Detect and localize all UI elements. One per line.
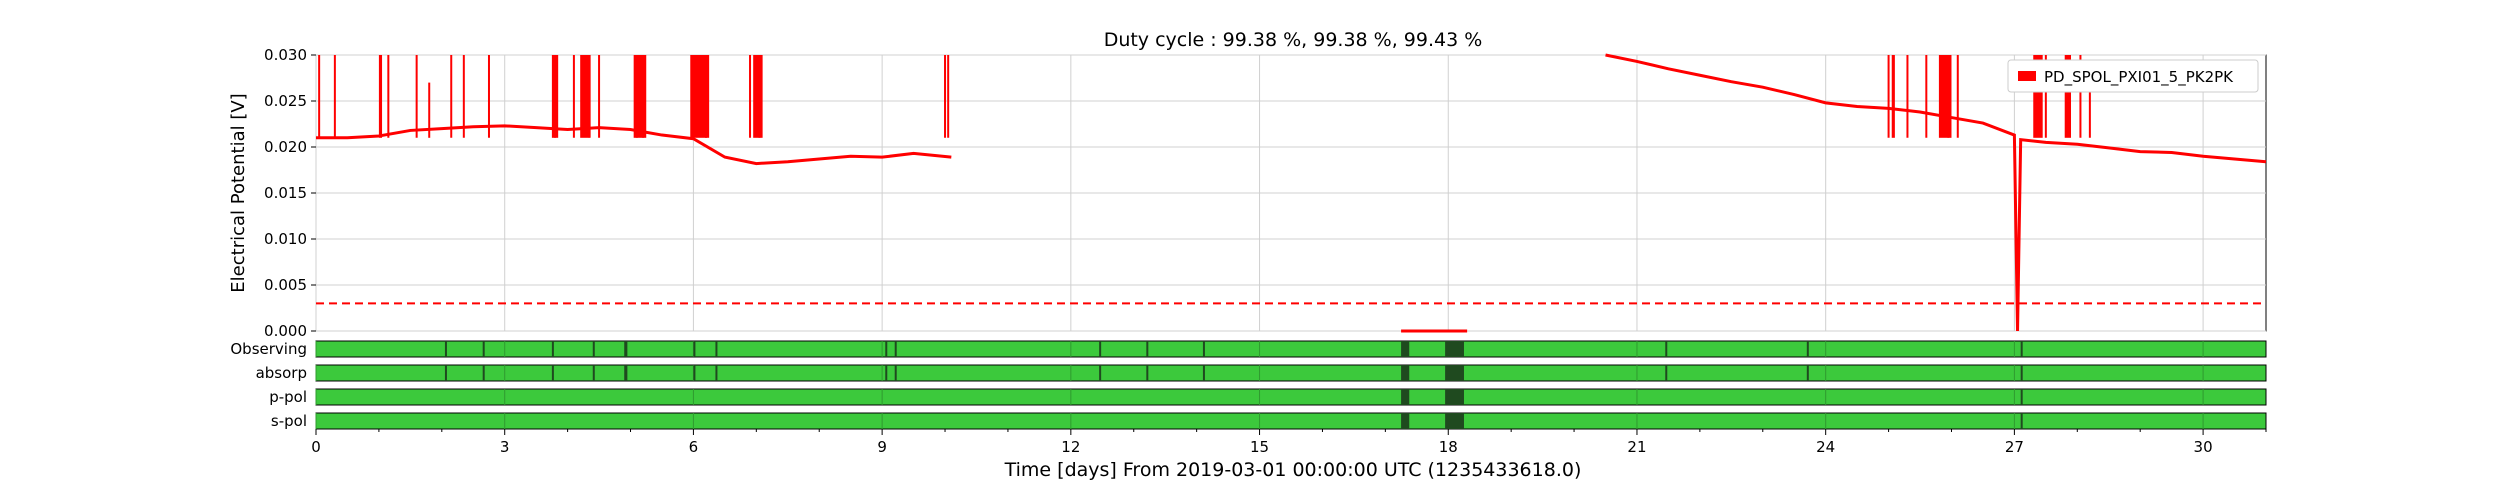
legend-entry: PD_SPOL_PXI01_5_PK2PK — [2044, 68, 2234, 87]
y-ticks: 0.000 0.005 0.010 0.015 0.020 0.025 0.030 — [264, 46, 316, 340]
x-tick-label: 3 — [500, 438, 510, 456]
x-tick-label: 18 — [1439, 438, 1458, 456]
state-off-segment — [693, 365, 696, 381]
state-off-segment — [1099, 365, 1102, 381]
state-off-segment — [1665, 365, 1668, 381]
state-off-segment — [592, 365, 595, 381]
x-tick-label: 27 — [2005, 438, 2024, 456]
y-tick-label: 0.010 — [264, 230, 307, 248]
state-off-segment — [715, 341, 718, 357]
y-tick-label: 0.030 — [264, 46, 307, 64]
series-line — [316, 53, 2267, 333]
state-label: p-pol — [269, 388, 307, 406]
state-off-segment — [1445, 365, 1464, 381]
state-off-segment — [894, 341, 897, 357]
x-tick-label: 21 — [1627, 438, 1646, 456]
legend-box — [2007, 59, 2259, 93]
state-off-segment — [1401, 341, 1410, 357]
x-axis-label: Time [days] From 2019-03-01 00:00:00 UTC… — [1004, 459, 1582, 481]
state-off-segment — [482, 365, 485, 381]
x-tick-label: 12 — [1061, 438, 1080, 456]
spike-band — [1891, 55, 1895, 138]
state-off-segment — [1099, 341, 1102, 357]
state-off-segment — [1445, 413, 1464, 429]
state-off-segment — [693, 341, 696, 357]
x-tick-label: 15 — [1250, 438, 1269, 456]
state-off-segment — [894, 365, 897, 381]
state-off-segment — [1806, 365, 1809, 381]
state-off-segment — [1146, 341, 1149, 357]
state-off-segment — [1806, 341, 1809, 357]
spike-band — [633, 55, 647, 138]
y-tick-label: 0.025 — [264, 92, 307, 110]
state-off-segment — [444, 365, 447, 381]
y-tick-label: 0.000 — [264, 322, 307, 340]
y-tick-label: 0.015 — [264, 184, 307, 202]
state-panels: Observing absorp p-pol s-pol — [230, 340, 2267, 430]
state-bar-Observing — [315, 340, 2267, 358]
state-off-segment — [1401, 365, 1410, 381]
state-off-segment — [592, 341, 595, 357]
state-off-segment — [1665, 341, 1668, 357]
state-off-segment — [2020, 341, 2023, 357]
state-bar-s-pol — [315, 412, 2267, 430]
state-off-segment — [885, 341, 888, 357]
y-tick-label: 0.020 — [264, 138, 307, 156]
state-off-segment — [1445, 341, 1464, 357]
x-ticks: 0 3 6 9 12 15 18 21 24 27 30 — [311, 429, 2267, 456]
state-off-segment — [624, 365, 628, 381]
spike-band — [2064, 55, 2071, 138]
state-off-segment — [715, 365, 718, 381]
x-tick-label: 30 — [2194, 438, 2213, 456]
x-tick-label: 9 — [877, 438, 887, 456]
y-tick-label: 0.005 — [264, 276, 307, 294]
spike-band — [2033, 55, 2043, 138]
legend-swatch — [2018, 71, 2036, 81]
y-axis-label: Electrical Potential [V] — [228, 93, 249, 292]
spike-band — [580, 55, 590, 138]
state-off-segment — [1401, 413, 1410, 429]
spike-band — [690, 55, 710, 138]
state-off-segment — [1401, 389, 1410, 405]
state-off-segment — [482, 341, 485, 357]
x-tick-label: 0 — [311, 438, 321, 456]
series-layer — [316, 53, 2267, 333]
state-off-segment — [624, 341, 628, 357]
main-plot-area: 0.000 0.005 0.010 0.015 0.020 0.025 0.030 — [264, 46, 2267, 340]
state-label: absorp — [256, 364, 307, 382]
state-bar-p-pol — [315, 388, 2267, 406]
state-off-segment — [551, 341, 554, 357]
state-off-segment — [1146, 365, 1149, 381]
state-off-segment — [551, 365, 554, 381]
spike-band — [753, 55, 763, 138]
legend: PD_SPOL_PXI01_5_PK2PK — [2007, 59, 2259, 93]
x-tick-label: 6 — [689, 438, 699, 456]
state-label: s-pol — [271, 412, 307, 430]
state-off-segment — [1445, 389, 1464, 405]
state-off-segment — [2020, 413, 2023, 429]
state-label: Observing — [230, 340, 307, 358]
state-off-segment — [444, 341, 447, 357]
state-off-segment — [885, 365, 888, 381]
spike-band — [1938, 55, 1952, 138]
state-off-segment — [2020, 389, 2023, 405]
state-bar-absorp — [315, 364, 2267, 382]
state-off-segment — [1202, 341, 1205, 357]
x-tick-label: 24 — [1816, 438, 1835, 456]
state-off-segment — [1202, 365, 1205, 381]
state-off-segment — [2020, 365, 2023, 381]
chart-title: Duty cycle : 99.38 %, 99.38 %, 99.43 % — [1104, 29, 1483, 51]
spike-band — [378, 55, 383, 138]
